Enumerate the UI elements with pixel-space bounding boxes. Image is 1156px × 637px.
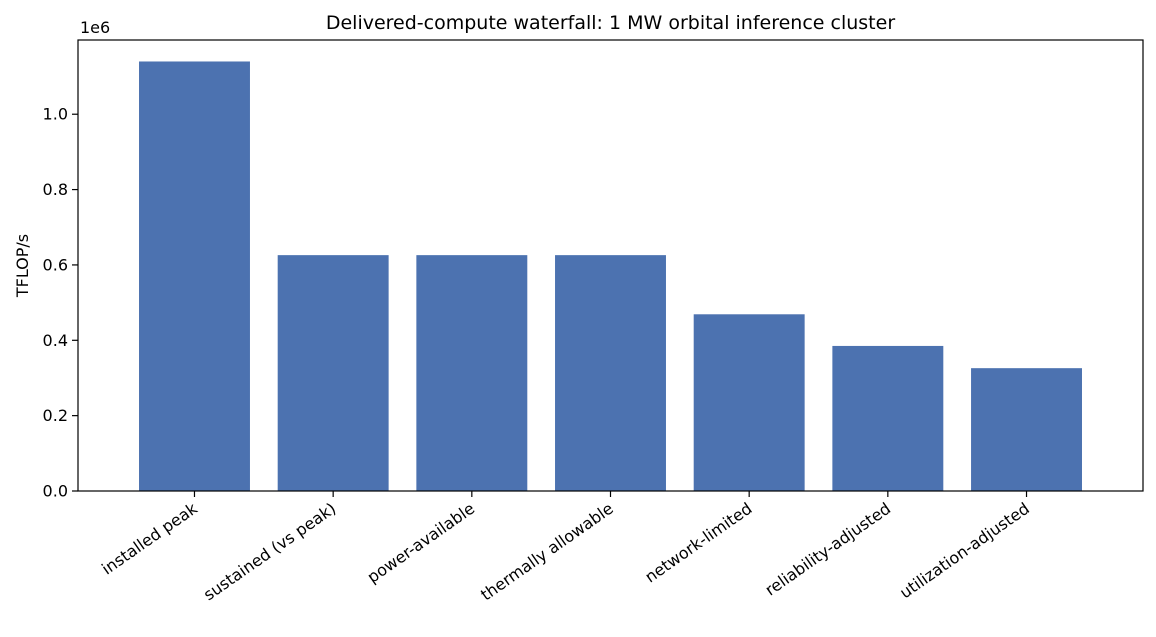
y-tick-label: 0.4	[43, 331, 68, 350]
x-axis: installed peak sustained (vs peak) power-a…	[98, 491, 1033, 604]
x-tick-label: network-limited	[641, 499, 755, 587]
chart-title: Delivered-compute waterfall: 1 MW orbita…	[326, 12, 895, 34]
bars-layer	[139, 61, 1082, 491]
x-tick-label: utilization-adjusted	[896, 499, 1033, 603]
y-tick-label: 1.0	[43, 105, 68, 124]
bar-5	[693, 314, 805, 491]
y-axis: 0.0 0.2 0.4 0.6 0.8 1.0	[43, 105, 78, 501]
y-tick-label: 0.2	[43, 406, 68, 425]
x-tick-label: power-available	[364, 499, 478, 587]
y-tick-label: 0.6	[43, 255, 68, 274]
bar-3	[416, 255, 528, 491]
bar-6	[832, 345, 944, 491]
y-tick-label: 0.8	[43, 180, 68, 199]
y-axis-label: TFLOP/s	[13, 234, 32, 298]
x-tick-label: installed peak	[98, 498, 201, 578]
x-tick-label: reliability-adjusted	[761, 499, 894, 600]
y-tick-label: 0.0	[43, 482, 68, 501]
bar-4	[555, 255, 666, 491]
bar-2	[277, 255, 389, 491]
x-tick-label: sustained (vs peak)	[200, 499, 340, 605]
bar-7	[971, 368, 1082, 491]
y-axis-scale-note: 1e6	[80, 18, 110, 37]
bar-1	[139, 61, 250, 491]
x-tick-label: thermally allowable	[477, 499, 617, 605]
